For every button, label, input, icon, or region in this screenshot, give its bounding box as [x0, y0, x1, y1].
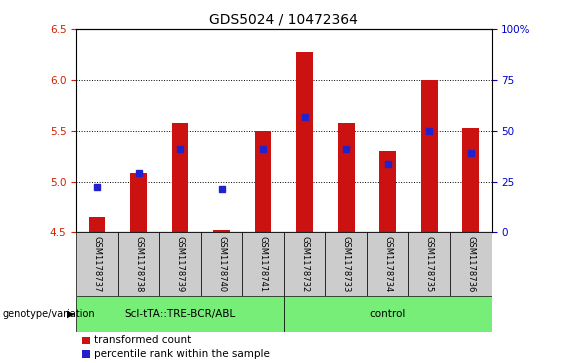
Text: transformed count: transformed count [94, 335, 192, 345]
Text: GSM1178735: GSM1178735 [425, 236, 434, 292]
Text: ▶: ▶ [67, 309, 74, 319]
Text: genotype/variation: genotype/variation [3, 309, 95, 319]
FancyBboxPatch shape [76, 296, 284, 332]
Text: ScI-tTA::TRE-BCR/ABL: ScI-tTA::TRE-BCR/ABL [124, 309, 236, 319]
Bar [131, 174, 147, 232]
FancyBboxPatch shape [242, 232, 284, 296]
FancyBboxPatch shape [201, 232, 242, 296]
Bar [380, 151, 396, 232]
Text: GSM1178739: GSM1178739 [176, 236, 185, 292]
FancyBboxPatch shape [367, 232, 408, 296]
Bar [89, 217, 105, 232]
FancyBboxPatch shape [450, 232, 492, 296]
Text: GSM1178732: GSM1178732 [300, 236, 309, 292]
FancyBboxPatch shape [159, 232, 201, 296]
Text: GSM1178740: GSM1178740 [217, 236, 226, 292]
Bar [463, 128, 479, 232]
Text: GSM1178737: GSM1178737 [93, 236, 102, 292]
FancyBboxPatch shape [408, 232, 450, 296]
Text: GSM1178736: GSM1178736 [466, 236, 475, 292]
Text: GSM1178738: GSM1178738 [134, 236, 143, 292]
Bar [172, 123, 188, 232]
FancyBboxPatch shape [284, 232, 325, 296]
FancyBboxPatch shape [76, 232, 118, 296]
FancyBboxPatch shape [118, 232, 159, 296]
Bar [82, 337, 90, 344]
Text: control: control [370, 309, 406, 319]
Bar [82, 351, 90, 358]
Text: percentile rank within the sample: percentile rank within the sample [94, 349, 270, 359]
FancyBboxPatch shape [325, 232, 367, 296]
Bar [421, 80, 437, 232]
Bar [338, 123, 354, 232]
Bar [255, 131, 271, 232]
Text: GSM1178734: GSM1178734 [383, 236, 392, 292]
Text: GSM1178733: GSM1178733 [342, 236, 351, 292]
Bar [297, 52, 313, 232]
Bar [214, 230, 230, 232]
FancyBboxPatch shape [284, 296, 492, 332]
Text: GSM1178741: GSM1178741 [259, 236, 268, 292]
Title: GDS5024 / 10472364: GDS5024 / 10472364 [210, 12, 358, 26]
